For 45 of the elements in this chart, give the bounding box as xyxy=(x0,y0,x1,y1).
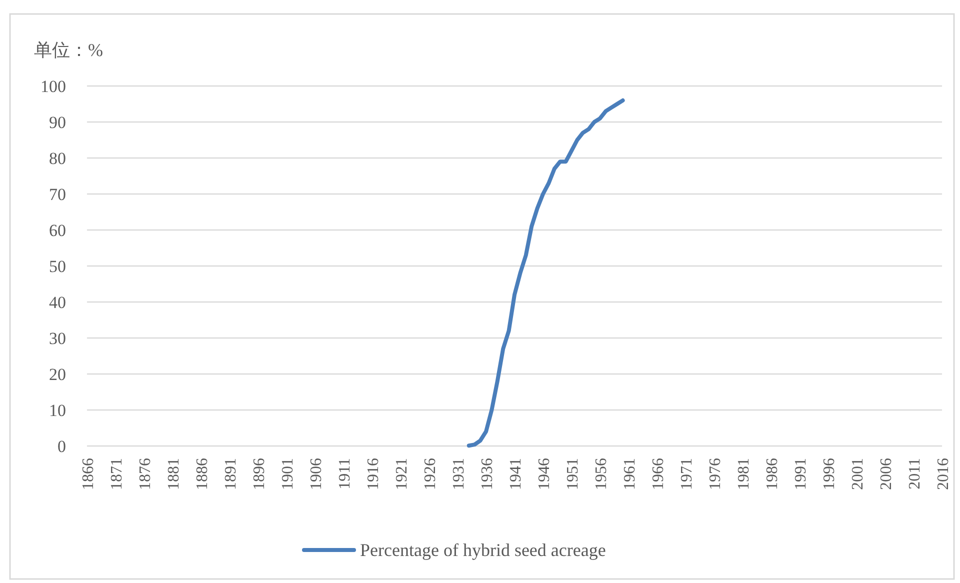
y-tick-label: 20 xyxy=(49,365,66,384)
legend-label: Percentage of hybrid seed acreage xyxy=(360,540,606,560)
x-tick-label: 2011 xyxy=(906,458,924,490)
y-tick-label: 60 xyxy=(49,221,66,240)
x-tick-label: 1886 xyxy=(194,458,211,490)
y-tick-label: 40 xyxy=(49,293,66,312)
x-tick-label: 1866 xyxy=(80,458,97,490)
x-tick-label: 1901 xyxy=(280,458,296,490)
y-axis-title: 单位：% xyxy=(34,40,103,60)
x-tick-label: 1946 xyxy=(536,458,553,490)
x-tick-label: 1921 xyxy=(394,458,410,490)
y-tick-label: 30 xyxy=(49,329,66,348)
y-tick-label: 0 xyxy=(58,437,66,456)
x-tick-label: 1896 xyxy=(251,458,268,490)
y-tick-label: 90 xyxy=(49,113,66,132)
x-tick-label: 1926 xyxy=(422,458,439,490)
x-tick-label: 1971 xyxy=(678,458,696,490)
y-tick-label: 10 xyxy=(49,401,66,420)
x-tick-label: 1916 xyxy=(365,458,382,490)
x-tick-label: 2001 xyxy=(850,458,866,490)
x-tick-label: 1876 xyxy=(137,458,154,490)
x-tick-label: 1981 xyxy=(736,458,752,490)
y-tick-label: 50 xyxy=(49,257,66,276)
x-tick-label: 1951 xyxy=(564,458,582,490)
line-series xyxy=(466,98,625,448)
x-tick-label: 1961 xyxy=(622,458,638,490)
x-tick-label: 1931 xyxy=(450,458,468,490)
x-tick-label: 1906 xyxy=(308,458,325,490)
y-tick-label: 100 xyxy=(40,77,66,96)
x-tick-label: 2006 xyxy=(878,458,895,490)
x-tick-label: 1911 xyxy=(336,458,354,490)
x-tick-label: 1881 xyxy=(166,458,182,490)
x-tick-label: 1941 xyxy=(508,458,524,490)
x-tick-label: 1986 xyxy=(764,458,781,490)
x-tick-label: 1976 xyxy=(707,458,724,490)
y-tick-label: 70 xyxy=(49,185,66,204)
x-tick-label: 1891 xyxy=(222,458,240,490)
x-tick-label: 1996 xyxy=(821,458,838,490)
x-tick-label: 2016 xyxy=(935,458,952,490)
y-tick-label: 80 xyxy=(49,149,66,168)
x-tick-label: 1936 xyxy=(479,458,496,490)
x-tick-label: 1966 xyxy=(650,458,667,490)
x-tick-label: 1871 xyxy=(108,458,126,490)
x-tick-label: 1991 xyxy=(792,458,810,490)
x-tick-label: 1956 xyxy=(593,458,610,490)
